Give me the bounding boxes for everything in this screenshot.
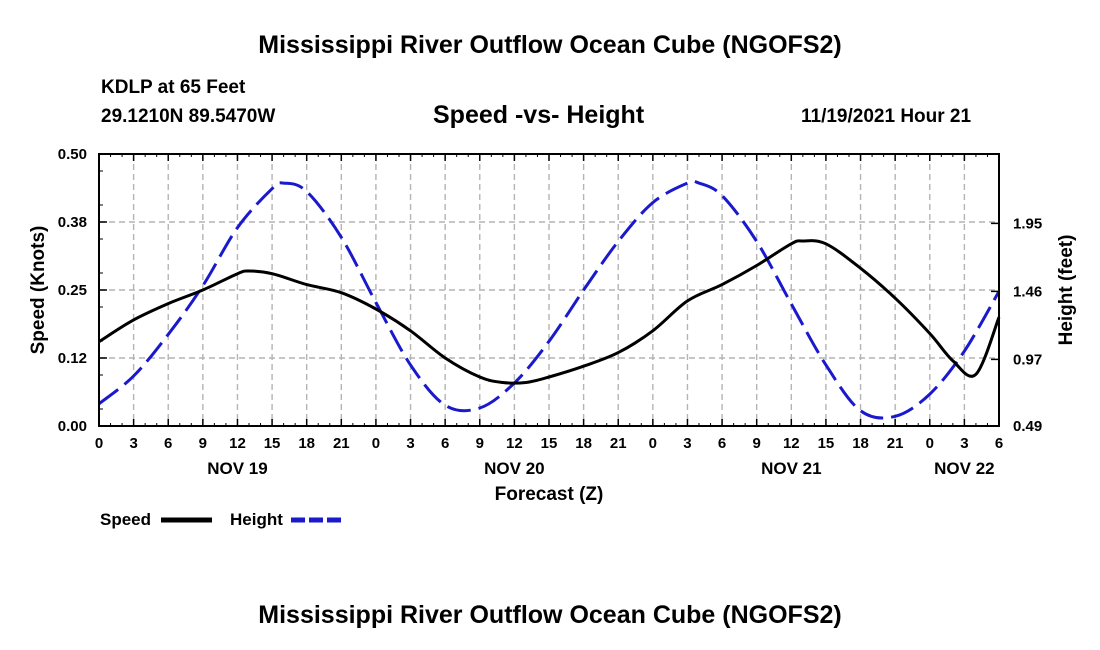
x-tick-label: 12 (229, 435, 246, 452)
date-label: NOV 20 (484, 459, 544, 478)
x-tick-label: 9 (199, 435, 207, 452)
series-line-speed (98, 239, 1001, 385)
y-axis-label: Speed (Knots) (28, 226, 49, 355)
x-tick-label: 18 (298, 435, 315, 452)
y2-tick-label: 1.46 (1013, 283, 1042, 300)
x-tick-label: 0 (95, 435, 103, 452)
legend-label-height: Height (230, 510, 283, 529)
footer-title: Mississippi River Outflow Ocean Cube (NG… (258, 601, 842, 629)
forecast-timestamp: 11/19/2021 Hour 21 (801, 106, 972, 127)
legend-label-speed: Speed (100, 510, 151, 529)
x-tick-label: 18 (852, 435, 869, 452)
main-title: Mississippi River Outflow Ocean Cube (NG… (258, 31, 842, 59)
y-tick-label: 0.25 (58, 282, 87, 299)
x-tick-label: 21 (887, 435, 904, 452)
legend: Speed Height (100, 510, 343, 529)
y-tick-label: 0.12 (58, 350, 87, 367)
date-label: NOV 22 (934, 459, 994, 478)
x-tick-label: 18 (575, 435, 592, 452)
x-tick-label: 9 (753, 435, 761, 452)
axis-ticks: 0 3 6 9 12 15 18 21 0 3 6 9 12 15 18 21 0 3 6 9 12 15 18 21 0 3 6N… (58, 146, 1042, 478)
x-tick-label: 12 (783, 435, 800, 452)
x-tick-label: 12 (506, 435, 523, 452)
series-line-height (98, 179, 1001, 420)
data-series (98, 179, 1001, 420)
x-tick-label: 6 (164, 435, 172, 452)
station-coordinates: 29.1210N 89.5470W (101, 106, 276, 127)
x-axis-label: Forecast (Z) (495, 484, 604, 505)
x-tick-label: 21 (610, 435, 627, 452)
date-label: NOV 21 (761, 459, 821, 478)
y2-tick-label: 0.97 (1013, 351, 1042, 368)
x-tick-label: 9 (476, 435, 484, 452)
y-tick-label: 0.38 (58, 214, 87, 231)
x-tick-label: 0 (926, 435, 934, 452)
x-tick-label: 21 (333, 435, 350, 452)
x-tick-label: 3 (683, 435, 691, 452)
y2-tick-label: 0.49 (1013, 418, 1042, 435)
date-label: NOV 19 (207, 459, 267, 478)
chart-subtitle: Speed -vs- Height (433, 101, 645, 129)
x-tick-label: 6 (718, 435, 726, 452)
x-tick-label: 15 (541, 435, 558, 452)
x-tick-label: 3 (960, 435, 968, 452)
x-tick-label: 15 (264, 435, 281, 452)
x-tick-label: 3 (406, 435, 414, 452)
y-tick-label: 0.50 (58, 146, 87, 163)
x-tick-label: 15 (818, 435, 835, 452)
y2-tick-label: 1.95 (1013, 215, 1042, 232)
y2-axis-label: Height (feet) (1056, 235, 1077, 346)
x-tick-label: 6 (441, 435, 449, 452)
station-name: KDLP at 65 Feet (101, 77, 246, 98)
grid-lines (99, 154, 999, 426)
x-tick-label: 6 (995, 435, 1003, 452)
x-tick-label: 0 (372, 435, 380, 452)
x-tick-label: 3 (129, 435, 137, 452)
x-tick-label: 0 (649, 435, 657, 452)
y-tick-label: 0.00 (58, 418, 87, 435)
